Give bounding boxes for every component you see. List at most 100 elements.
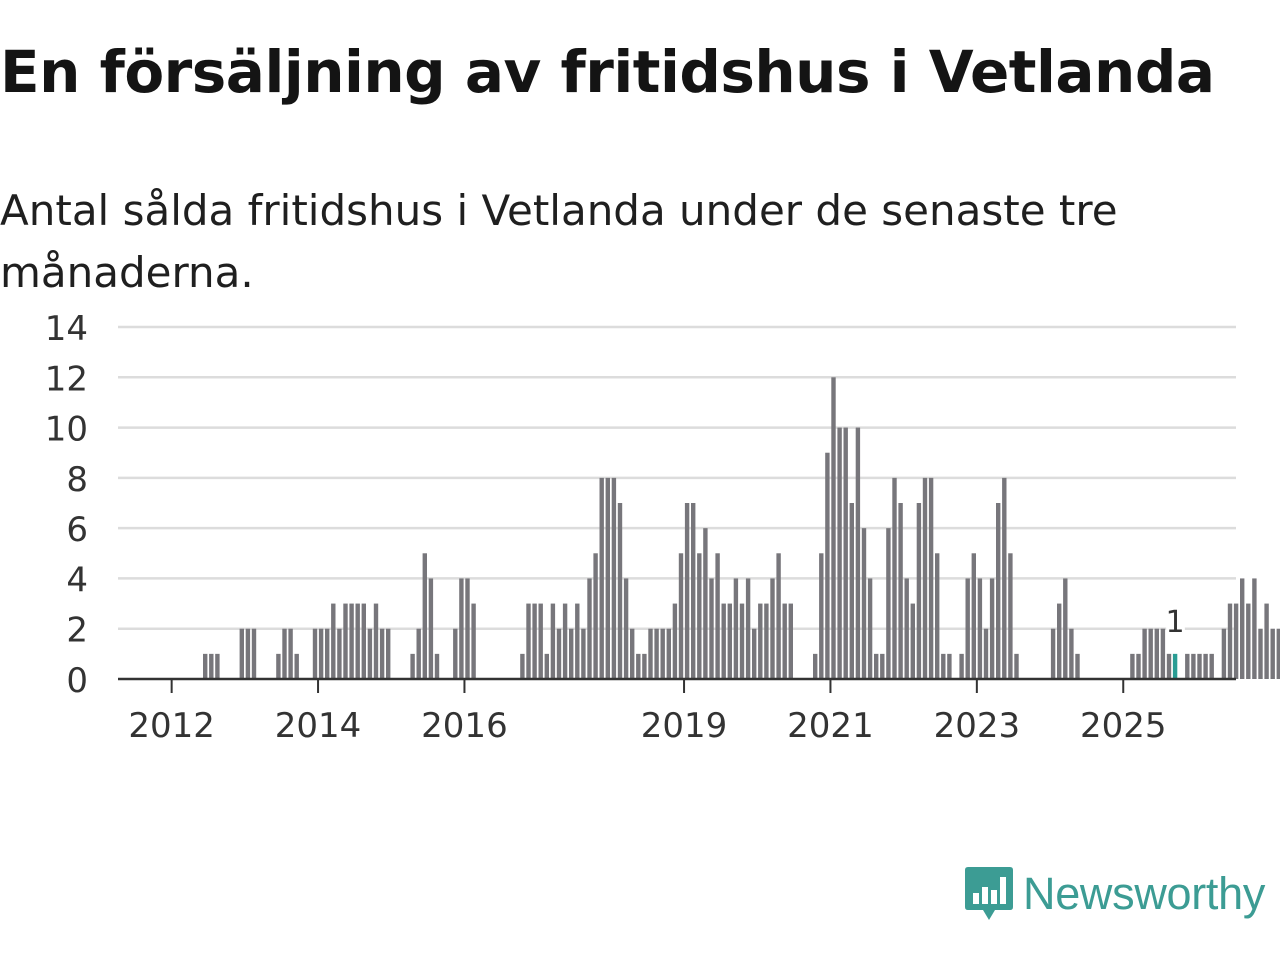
bar — [331, 603, 336, 679]
bar — [843, 427, 848, 679]
x-tick-label: 2012 — [128, 706, 215, 746]
bar — [1154, 628, 1159, 679]
bar — [550, 603, 556, 679]
bar — [617, 503, 623, 679]
bar — [599, 477, 604, 679]
bar — [654, 628, 659, 679]
bar — [349, 603, 354, 679]
bar — [1130, 653, 1135, 679]
x-axis: 2012 2014 2016 2019 2021 2023 2025 — [118, 677, 1236, 746]
bar — [764, 603, 769, 679]
bar — [355, 603, 360, 679]
bar — [520, 653, 525, 679]
bar — [325, 628, 330, 679]
bar — [215, 653, 220, 679]
bar — [343, 603, 348, 679]
bar — [630, 628, 635, 679]
gridlines — [118, 325, 1236, 630]
bar — [288, 628, 293, 679]
bar — [648, 628, 653, 679]
bar — [697, 553, 702, 679]
bar — [428, 578, 434, 679]
bar-chart: 0 2 4 6 8 10 12 14 2012 2014 2016 2019 2021 2023 2025… — [45, 309, 1280, 746]
y-tick-label: 10 — [45, 410, 88, 450]
y-tick-label: 12 — [45, 359, 88, 399]
bar — [318, 628, 324, 679]
bar — [745, 578, 751, 679]
bar — [819, 553, 824, 679]
bar — [776, 553, 781, 679]
bar — [1197, 653, 1202, 679]
bar — [1203, 653, 1208, 679]
y-axis-ticks: 0 2 4 6 8 10 12 14 — [45, 309, 88, 701]
bar — [715, 553, 720, 679]
x-tick-label: 2016 — [421, 706, 508, 746]
bar — [837, 427, 842, 679]
bar — [971, 553, 976, 679]
bar — [239, 628, 244, 679]
bar — [941, 653, 946, 679]
y-tick-label: 6 — [66, 510, 88, 550]
x-tick-label: 2025 — [1080, 706, 1167, 746]
bar — [337, 628, 342, 679]
bar — [1050, 628, 1056, 679]
bar — [1008, 553, 1013, 679]
highlight-annotation: 1 — [1163, 602, 1188, 643]
brand-name: Newsworthy — [1023, 868, 1266, 919]
x-tick-label: 2019 — [641, 706, 728, 746]
bar — [721, 603, 726, 679]
bar — [410, 653, 415, 679]
bar — [453, 628, 458, 679]
bar — [1185, 653, 1190, 679]
bar — [1191, 653, 1196, 679]
x-tick-label: 2014 — [275, 706, 362, 746]
bar — [623, 578, 629, 679]
bar — [526, 603, 531, 679]
bar — [733, 578, 739, 679]
highlighted-bar — [1172, 653, 1178, 679]
bar — [996, 503, 1001, 679]
bar — [361, 603, 366, 679]
bar — [282, 628, 287, 679]
bar — [752, 628, 757, 679]
bar — [922, 477, 928, 679]
bar — [544, 653, 549, 679]
bar — [660, 628, 665, 679]
bar — [672, 603, 678, 679]
bar — [581, 628, 586, 679]
bar — [416, 628, 421, 679]
bar — [691, 503, 696, 679]
bar — [855, 427, 861, 679]
bar — [947, 653, 952, 679]
bar — [575, 603, 580, 679]
bar — [1148, 628, 1153, 679]
bar — [1209, 653, 1214, 679]
bar — [636, 653, 641, 679]
bar — [1276, 628, 1280, 679]
bar — [532, 603, 537, 679]
bar — [556, 628, 562, 679]
bar — [1166, 653, 1172, 679]
bar — [928, 477, 934, 679]
bar — [782, 603, 787, 679]
bar — [959, 653, 964, 679]
bar — [849, 503, 854, 679]
chart-subtitle: Antal sålda fritidshus i Vetlanda under … — [0, 186, 1118, 297]
bar — [1240, 578, 1245, 679]
bar — [1002, 477, 1007, 679]
bar — [898, 503, 903, 679]
bars — [203, 377, 1280, 679]
bar — [538, 603, 543, 679]
y-tick-label: 8 — [66, 460, 88, 500]
bar — [1227, 603, 1233, 679]
bar — [1270, 628, 1275, 679]
bar — [666, 628, 671, 679]
bar — [611, 477, 617, 679]
x-tick-label: 2023 — [934, 706, 1021, 746]
bar — [251, 628, 257, 679]
bar — [916, 503, 922, 679]
bar — [678, 553, 684, 679]
bar — [965, 578, 970, 679]
bar — [471, 603, 476, 679]
bar — [831, 377, 836, 679]
